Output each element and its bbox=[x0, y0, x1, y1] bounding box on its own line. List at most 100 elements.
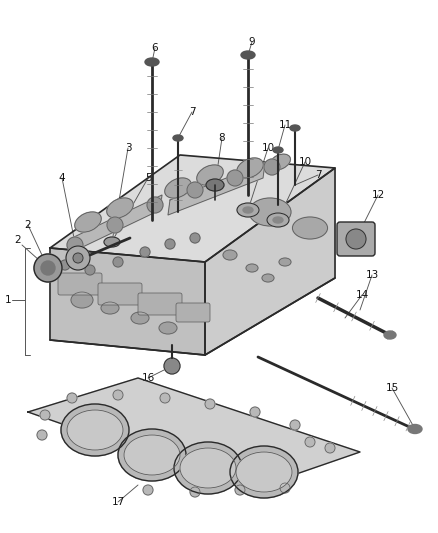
Ellipse shape bbox=[67, 410, 123, 450]
Ellipse shape bbox=[246, 264, 258, 272]
Ellipse shape bbox=[249, 198, 291, 226]
Text: 4: 4 bbox=[59, 173, 65, 183]
Ellipse shape bbox=[273, 147, 283, 153]
Circle shape bbox=[227, 170, 243, 186]
Ellipse shape bbox=[279, 258, 291, 266]
Circle shape bbox=[346, 229, 366, 249]
Polygon shape bbox=[50, 155, 335, 262]
Text: 10: 10 bbox=[298, 157, 311, 167]
FancyBboxPatch shape bbox=[98, 283, 142, 305]
Text: 11: 11 bbox=[279, 120, 292, 130]
Circle shape bbox=[41, 261, 55, 275]
Circle shape bbox=[164, 358, 180, 374]
Text: 16: 16 bbox=[141, 373, 155, 383]
Circle shape bbox=[113, 390, 123, 400]
Ellipse shape bbox=[237, 203, 259, 217]
Ellipse shape bbox=[241, 51, 255, 59]
Circle shape bbox=[264, 159, 280, 175]
Text: 7: 7 bbox=[189, 107, 195, 117]
Polygon shape bbox=[205, 168, 335, 355]
Ellipse shape bbox=[107, 198, 133, 218]
Circle shape bbox=[40, 410, 50, 420]
Circle shape bbox=[85, 265, 95, 275]
Text: 7: 7 bbox=[314, 170, 321, 180]
FancyBboxPatch shape bbox=[176, 303, 210, 322]
Circle shape bbox=[60, 260, 70, 270]
Ellipse shape bbox=[197, 165, 223, 185]
Ellipse shape bbox=[290, 125, 300, 131]
Ellipse shape bbox=[71, 292, 93, 308]
Circle shape bbox=[250, 407, 260, 417]
Ellipse shape bbox=[174, 442, 242, 494]
Circle shape bbox=[280, 483, 290, 493]
Text: 2: 2 bbox=[15, 235, 21, 245]
Circle shape bbox=[165, 239, 175, 249]
Text: 9: 9 bbox=[249, 37, 255, 47]
Circle shape bbox=[67, 237, 83, 253]
Ellipse shape bbox=[262, 274, 274, 282]
Ellipse shape bbox=[173, 135, 183, 141]
Circle shape bbox=[305, 437, 315, 447]
Circle shape bbox=[160, 393, 170, 403]
FancyBboxPatch shape bbox=[58, 273, 102, 295]
Polygon shape bbox=[50, 248, 205, 355]
Ellipse shape bbox=[243, 207, 253, 213]
Circle shape bbox=[235, 485, 245, 495]
Text: 2: 2 bbox=[25, 220, 31, 230]
Text: 8: 8 bbox=[219, 133, 225, 143]
Ellipse shape bbox=[230, 446, 298, 498]
Circle shape bbox=[73, 253, 83, 263]
Text: 1: 1 bbox=[5, 295, 11, 305]
Ellipse shape bbox=[267, 213, 289, 227]
Ellipse shape bbox=[104, 237, 120, 247]
Text: 5: 5 bbox=[145, 173, 151, 183]
Polygon shape bbox=[168, 163, 265, 215]
Polygon shape bbox=[28, 378, 360, 490]
Circle shape bbox=[143, 485, 153, 495]
Text: 6: 6 bbox=[152, 43, 158, 53]
Ellipse shape bbox=[118, 429, 186, 481]
Ellipse shape bbox=[131, 312, 149, 324]
Ellipse shape bbox=[408, 424, 422, 433]
Circle shape bbox=[147, 197, 163, 213]
Ellipse shape bbox=[159, 322, 177, 334]
Ellipse shape bbox=[61, 404, 129, 456]
Ellipse shape bbox=[273, 217, 283, 223]
Ellipse shape bbox=[75, 212, 101, 232]
Ellipse shape bbox=[180, 448, 236, 488]
Text: 14: 14 bbox=[355, 290, 369, 300]
Circle shape bbox=[325, 443, 335, 453]
Ellipse shape bbox=[384, 331, 396, 339]
Ellipse shape bbox=[223, 250, 237, 260]
Circle shape bbox=[67, 393, 77, 403]
Ellipse shape bbox=[236, 452, 292, 492]
Ellipse shape bbox=[165, 178, 191, 198]
Ellipse shape bbox=[237, 158, 263, 178]
Text: 3: 3 bbox=[125, 143, 131, 153]
FancyBboxPatch shape bbox=[337, 222, 375, 256]
Circle shape bbox=[205, 399, 215, 409]
Circle shape bbox=[187, 182, 203, 198]
Circle shape bbox=[37, 430, 47, 440]
Circle shape bbox=[34, 254, 62, 282]
Ellipse shape bbox=[124, 435, 180, 475]
Circle shape bbox=[190, 487, 200, 497]
Text: 13: 13 bbox=[365, 270, 378, 280]
Text: 17: 17 bbox=[111, 497, 125, 507]
Text: 15: 15 bbox=[385, 383, 399, 393]
Polygon shape bbox=[70, 195, 162, 253]
Ellipse shape bbox=[293, 217, 328, 239]
Circle shape bbox=[66, 246, 90, 270]
Ellipse shape bbox=[206, 179, 224, 191]
Circle shape bbox=[107, 217, 123, 233]
Circle shape bbox=[190, 233, 200, 243]
Ellipse shape bbox=[145, 58, 159, 66]
FancyBboxPatch shape bbox=[138, 293, 182, 315]
Circle shape bbox=[113, 257, 123, 267]
Text: 10: 10 bbox=[261, 143, 275, 153]
Ellipse shape bbox=[101, 302, 119, 314]
Circle shape bbox=[290, 420, 300, 430]
Ellipse shape bbox=[270, 154, 290, 170]
Circle shape bbox=[140, 247, 150, 257]
Text: 12: 12 bbox=[371, 190, 385, 200]
